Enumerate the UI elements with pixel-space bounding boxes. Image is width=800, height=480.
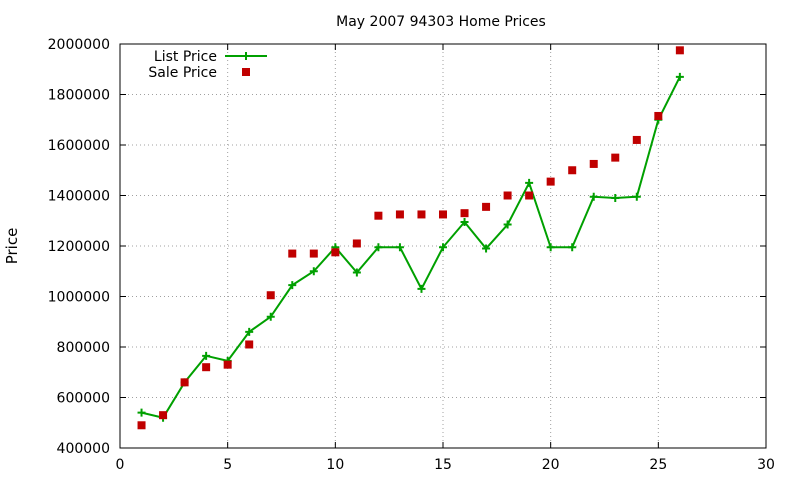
data-point-marker bbox=[568, 243, 577, 252]
data-point-marker bbox=[374, 243, 383, 252]
data-point-marker bbox=[525, 178, 534, 187]
data-point-marker bbox=[309, 267, 318, 276]
legend-swatch-marker bbox=[242, 52, 250, 60]
x-tick-label: 5 bbox=[223, 457, 232, 473]
y-tick-label: 1400000 bbox=[48, 189, 110, 205]
y-tick-label: 400000 bbox=[57, 441, 110, 457]
data-point-marker bbox=[439, 210, 447, 219]
data-point-marker bbox=[266, 312, 275, 321]
data-point-marker bbox=[568, 166, 577, 175]
data-point-marker bbox=[546, 243, 555, 252]
data-point-marker bbox=[546, 177, 555, 186]
data-point-marker bbox=[159, 411, 168, 420]
y-tick-label: 1000000 bbox=[48, 290, 110, 306]
y-tick-label: 600000 bbox=[57, 391, 110, 407]
data-point-marker bbox=[245, 340, 254, 349]
series-line bbox=[141, 76, 681, 419]
legend-swatch-marker bbox=[242, 68, 250, 76]
data-point-marker bbox=[137, 408, 146, 417]
data-point-marker bbox=[288, 249, 297, 258]
data-point-marker bbox=[439, 243, 447, 252]
y-tick-labels: 400000 600000 800000 1000000 1200000 1400000 1… bbox=[48, 37, 110, 457]
x-tick-label: 25 bbox=[649, 457, 667, 473]
data-point-marker bbox=[460, 209, 469, 218]
data-point-marker bbox=[654, 111, 663, 120]
data-point-marker bbox=[632, 192, 641, 201]
data-point-marker bbox=[202, 351, 211, 360]
data-point-marker bbox=[503, 220, 512, 229]
data-point-marker bbox=[611, 153, 620, 162]
y-tick-label: 1600000 bbox=[48, 138, 110, 154]
data-point-marker bbox=[180, 378, 189, 387]
legend-label: Sale Price bbox=[148, 65, 217, 81]
data-point-marker bbox=[223, 360, 232, 369]
data-point-marker bbox=[266, 291, 275, 300]
x-tick-label: 30 bbox=[757, 457, 775, 473]
data-point-marker bbox=[589, 192, 598, 201]
data-point-marker bbox=[137, 421, 146, 430]
data-point-marker bbox=[632, 135, 641, 144]
legend-label: List Price bbox=[154, 49, 217, 65]
series-1 bbox=[137, 72, 684, 422]
grid bbox=[120, 44, 766, 448]
data-point-marker bbox=[417, 210, 426, 219]
data-point-marker bbox=[460, 218, 469, 227]
chart-title: May 2007 94303 Home Prices bbox=[336, 14, 546, 30]
x-tick-label: 20 bbox=[542, 457, 560, 473]
y-tick-label: 2000000 bbox=[48, 37, 110, 53]
data-point-marker bbox=[417, 284, 426, 293]
data-point-marker bbox=[525, 191, 534, 200]
data-point-marker bbox=[352, 268, 361, 277]
data-point-marker bbox=[503, 191, 512, 200]
y-axis-label: Price bbox=[3, 228, 21, 265]
data-point-marker bbox=[352, 239, 361, 248]
data-point-marker bbox=[675, 72, 684, 81]
data-point-marker bbox=[331, 248, 340, 257]
x-tick-labels: 0 5 10 15 20 25 30 bbox=[116, 457, 775, 473]
data-point-marker bbox=[611, 194, 620, 203]
x-tick-label: 15 bbox=[434, 457, 452, 473]
data-point-marker bbox=[482, 202, 491, 211]
data-point-marker bbox=[675, 46, 684, 55]
data-point-marker bbox=[202, 363, 211, 372]
data-point-marker bbox=[482, 244, 491, 253]
data-point-marker bbox=[395, 210, 404, 219]
data-point-marker bbox=[245, 327, 254, 336]
data-point-marker bbox=[309, 249, 318, 258]
series-2 bbox=[137, 46, 684, 430]
plot-frame bbox=[119, 43, 767, 449]
x-tick-label: 10 bbox=[326, 457, 344, 473]
y-tick-label: 800000 bbox=[57, 340, 110, 356]
y-tick-label: 1800000 bbox=[48, 88, 110, 104]
data-point-marker bbox=[395, 243, 404, 252]
data-point-marker bbox=[374, 211, 383, 220]
series-layer bbox=[137, 46, 684, 430]
data-point-marker bbox=[288, 281, 297, 290]
y-tick-label: 1200000 bbox=[48, 239, 110, 255]
data-point-marker bbox=[589, 159, 598, 168]
x-tick-label: 0 bbox=[116, 457, 125, 473]
